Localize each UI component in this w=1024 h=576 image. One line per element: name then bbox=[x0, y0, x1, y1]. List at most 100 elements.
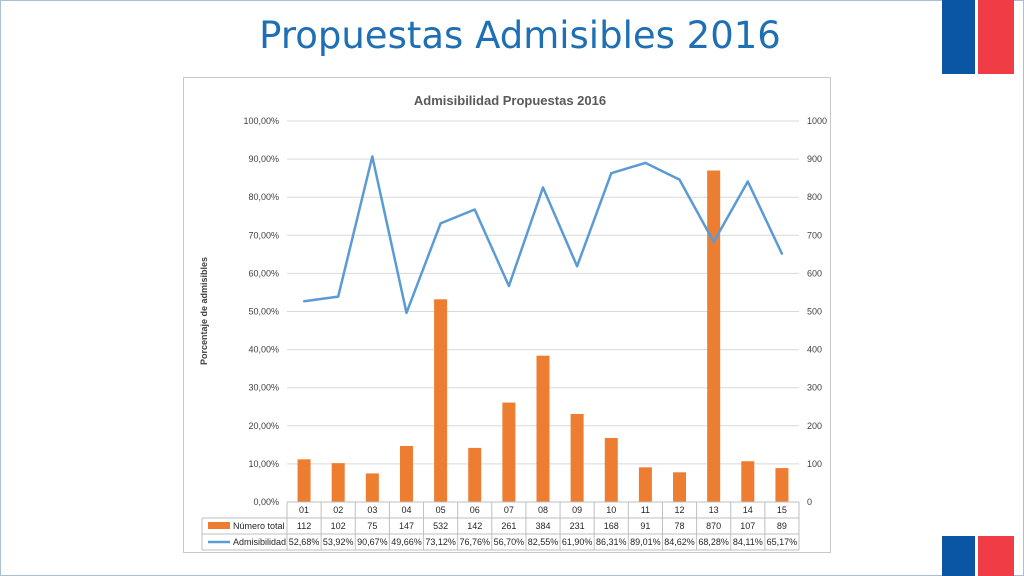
line-point bbox=[302, 300, 306, 303]
y-left-tick-label: 60,00% bbox=[248, 268, 279, 278]
table-cell-total: 107 bbox=[740, 521, 755, 531]
x-tick-label: 14 bbox=[743, 505, 753, 515]
table-cell-total: 89 bbox=[777, 521, 787, 531]
x-tick-label: 10 bbox=[606, 505, 616, 515]
bar bbox=[536, 355, 550, 502]
table-cell-admisibilidad: 52,68% bbox=[289, 537, 320, 547]
table-cell-admisibilidad: 86,31% bbox=[596, 537, 627, 547]
line-point bbox=[439, 222, 442, 225]
line-point bbox=[507, 284, 511, 288]
table-cell-admisibilidad: 61,90% bbox=[562, 537, 593, 547]
table-cell-admisibilidad: 82,55% bbox=[528, 537, 559, 547]
y-right-tick-label: 900 bbox=[807, 154, 822, 164]
bar bbox=[434, 299, 448, 502]
line-point bbox=[575, 264, 579, 268]
x-tick-label: 12 bbox=[675, 505, 685, 515]
slide-title: Propuestas Admisibles 2016 bbox=[259, 14, 781, 57]
y-left-tick-label: 70,00% bbox=[248, 230, 279, 240]
y-right-tick-label: 200 bbox=[807, 421, 822, 431]
table-cell-total: 147 bbox=[399, 521, 414, 531]
x-tick-label: 07 bbox=[504, 505, 514, 515]
table-cell-total: 91 bbox=[640, 521, 650, 531]
x-tick-label: 13 bbox=[709, 505, 719, 515]
flag-logo-top bbox=[942, 0, 1014, 74]
line-point bbox=[337, 295, 340, 298]
table-cell-admisibilidad: 84,11% bbox=[733, 537, 763, 547]
table-cell-admisibilidad: 56,70% bbox=[494, 537, 525, 547]
table-cell-total: 75 bbox=[367, 521, 377, 531]
y-left-tick-label: 20,00% bbox=[248, 421, 279, 431]
y-right-tick-label: 500 bbox=[807, 307, 822, 317]
y-left-tick-label: 90,00% bbox=[248, 154, 279, 164]
combo-chart: Admisibilidad Propuestas 2016 Porcentaje… bbox=[199, 93, 827, 551]
y-left-tick-label: 80,00% bbox=[248, 192, 279, 202]
table-cell-total: 168 bbox=[604, 521, 619, 531]
bar bbox=[673, 472, 687, 502]
y-left-tick-label: 100,00% bbox=[243, 116, 279, 126]
y-left-tick-label: 30,00% bbox=[248, 383, 279, 393]
y-right-tick-label: 300 bbox=[807, 383, 822, 393]
y-left-tick-label: 0,00% bbox=[253, 497, 279, 507]
line-point bbox=[780, 252, 784, 255]
x-tick-label: 01 bbox=[299, 505, 309, 515]
bar bbox=[297, 459, 311, 502]
y-left-tick-label: 50,00% bbox=[248, 307, 279, 317]
y-right-tick-label: 700 bbox=[807, 230, 822, 240]
y-right-tick-label: 100 bbox=[807, 459, 822, 469]
line-point bbox=[473, 208, 476, 211]
table-cell-admisibilidad: 73,12% bbox=[425, 537, 456, 547]
x-tick-label: 08 bbox=[538, 505, 548, 515]
y-left-tick-label: 10,00% bbox=[248, 459, 279, 469]
x-tick-label: 06 bbox=[470, 505, 480, 515]
line-point bbox=[644, 161, 647, 165]
y-right-tick-label: 0 bbox=[807, 497, 812, 507]
y-right-tick-label: 400 bbox=[807, 345, 822, 355]
table-cell-total: 112 bbox=[297, 521, 311, 531]
bar bbox=[775, 468, 789, 502]
line-point bbox=[678, 178, 681, 181]
table-cell-total: 532 bbox=[433, 521, 448, 531]
line-point bbox=[610, 171, 613, 175]
legend-label-admisibilidad: Admisibilidad bbox=[233, 537, 286, 547]
table-cell-admisibilidad: 89,01% bbox=[630, 537, 661, 547]
line-point bbox=[712, 240, 715, 244]
x-tick-label: 09 bbox=[572, 505, 582, 515]
bar bbox=[331, 463, 345, 502]
table-cell-admisibilidad: 76,76% bbox=[459, 537, 490, 547]
legend-label-numero-total: Número total bbox=[233, 521, 285, 531]
y-left-tick-label: 40,00% bbox=[248, 345, 279, 355]
table-cell-total: 102 bbox=[331, 521, 346, 531]
chart-container: Admisibilidad Propuestas 2016 Porcentaje… bbox=[183, 77, 831, 553]
bar bbox=[570, 413, 584, 502]
line-series bbox=[302, 155, 784, 315]
line-point bbox=[371, 155, 374, 158]
bar bbox=[741, 461, 755, 502]
y-right-tick-label: 600 bbox=[807, 268, 822, 278]
line-point bbox=[746, 180, 749, 183]
y-axis-title: Porcentaje de admisibles bbox=[199, 257, 209, 365]
x-tick-label: 04 bbox=[401, 505, 411, 515]
table-cell-admisibilidad: 90,67% bbox=[357, 537, 388, 547]
x-tick-label: 05 bbox=[436, 505, 446, 515]
table-cell-admisibilidad: 84,62% bbox=[664, 537, 695, 547]
table-cell-admisibilidad: 65,17% bbox=[767, 537, 798, 547]
table-cell-total: 261 bbox=[501, 521, 516, 531]
flag-logo-bottom bbox=[942, 536, 1014, 576]
bar-series bbox=[297, 170, 789, 502]
bar bbox=[399, 445, 413, 502]
legend-key-bar bbox=[208, 522, 230, 529]
bar bbox=[468, 447, 482, 502]
x-tick-label: 03 bbox=[367, 505, 377, 515]
data-table: 01 02 03 04 05 06 07 08 09 10 11 12 13 14 15 Número tot… bbox=[201, 501, 800, 551]
x-tick-label: 11 bbox=[641, 505, 650, 515]
table-cell-total: 384 bbox=[535, 521, 550, 531]
bar bbox=[365, 473, 379, 502]
table-cell-admisibilidad: 53,92% bbox=[323, 537, 354, 547]
bar bbox=[502, 402, 516, 502]
line-point bbox=[405, 311, 408, 314]
table-cell-total: 142 bbox=[467, 521, 482, 531]
x-tick-label: 02 bbox=[333, 505, 343, 515]
line-point bbox=[541, 186, 545, 189]
table-cell-total: 231 bbox=[570, 521, 585, 531]
bar bbox=[638, 467, 652, 502]
